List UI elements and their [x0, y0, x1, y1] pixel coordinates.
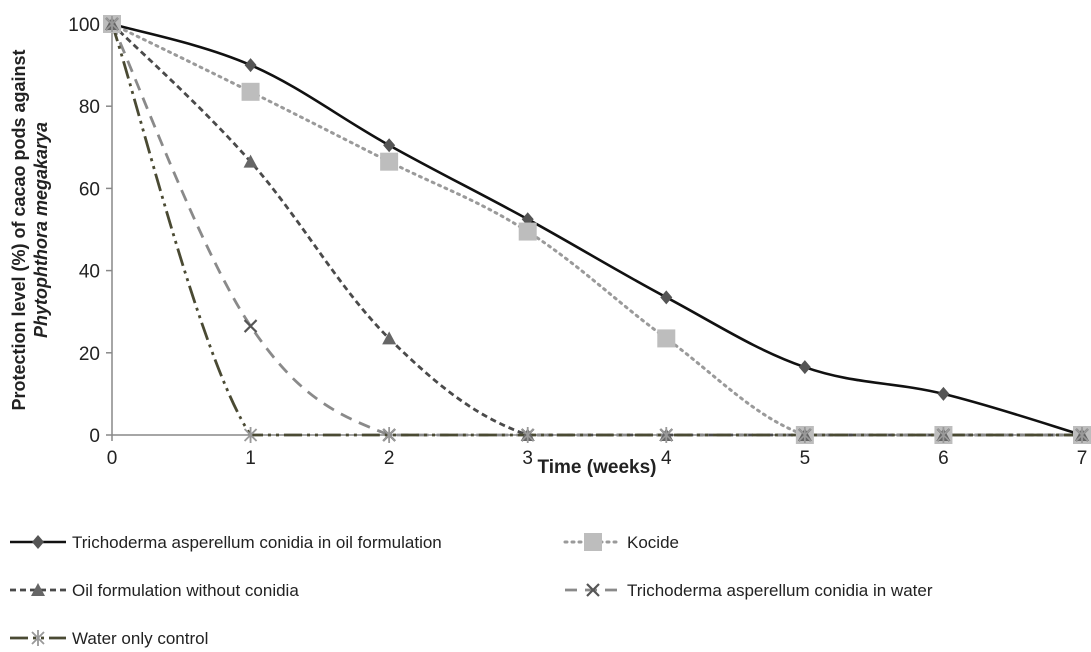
axes: 0 1 2 3 4 5 6 7 0 20 40 60 80 100 [68, 15, 1087, 469]
data-point [657, 329, 676, 348]
y-tick-label: 60 [79, 179, 100, 200]
data-point [380, 152, 399, 171]
legend-item: Kocide [563, 533, 679, 552]
legend-marker [31, 583, 45, 596]
x-tick-label: 2 [384, 448, 395, 469]
legend: Trichoderma asperellum conidia in oil fo… [10, 533, 933, 648]
legend-item: Trichoderma asperellum conidia in water [565, 581, 933, 600]
legend-marker [32, 535, 44, 549]
legend-label: Trichoderma asperellum conidia in water [627, 581, 933, 600]
legend-item: Oil formulation without conidia [10, 581, 299, 600]
data-point [518, 222, 537, 241]
y-tick-label: 100 [68, 15, 100, 36]
x-tick-label: 7 [1077, 448, 1088, 469]
y-tick-label: 40 [79, 262, 100, 283]
data-point [383, 138, 396, 153]
x-tick-label: 1 [245, 448, 256, 469]
data-point [937, 386, 950, 401]
legend-marker [31, 630, 45, 646]
legend-label: Water only control [72, 629, 208, 648]
data-point [521, 427, 535, 443]
data-point [382, 331, 397, 345]
legend-label: Kocide [627, 533, 679, 552]
legend-marker [584, 533, 602, 551]
data-point [798, 360, 811, 375]
data-point [1075, 427, 1089, 443]
y-tick-label: 80 [79, 97, 100, 118]
y-tick-label: 20 [79, 344, 100, 365]
data-point [798, 427, 812, 443]
legend-label: Oil formulation without conidia [72, 581, 299, 600]
y-ticks: 0 20 40 60 80 100 [68, 15, 112, 447]
series-lines [110, 22, 1084, 437]
x-tick-label: 6 [938, 448, 949, 469]
legend-item: Trichoderma asperellum conidia in oil fo… [10, 533, 442, 552]
x-axis-label: Time (weeks) [538, 457, 657, 478]
data-point [243, 319, 258, 333]
data-point [243, 427, 258, 443]
legend-marker [586, 583, 600, 597]
legend-label: Trichoderma asperellum conidia in oil fo… [72, 533, 442, 552]
x-tick-label: 3 [522, 448, 533, 469]
series-line [111, 22, 1083, 437]
data-point [241, 82, 260, 101]
legend-item: Water only control [10, 629, 208, 648]
y-axis-label-line2: Phytophthora megakarya [31, 122, 51, 338]
data-point [936, 427, 951, 443]
x-tick-label: 5 [800, 448, 811, 469]
data-point [659, 427, 673, 443]
y-tick-label: 0 [89, 426, 100, 447]
y-axis-label-line1: Protection level (%) of cacao pods again… [9, 49, 29, 410]
data-point [105, 16, 119, 32]
x-tick-label: 4 [661, 448, 672, 469]
y-axis-label: Protection level (%) of cacao pods again… [9, 49, 51, 410]
data-point [382, 427, 396, 443]
series-markers [103, 15, 1091, 444]
data-point [244, 58, 257, 73]
x-tick-label: 0 [107, 448, 118, 469]
data-point [243, 154, 258, 168]
series-line [110, 23, 1082, 437]
data-point [660, 290, 673, 305]
series-line [110, 23, 1082, 437]
